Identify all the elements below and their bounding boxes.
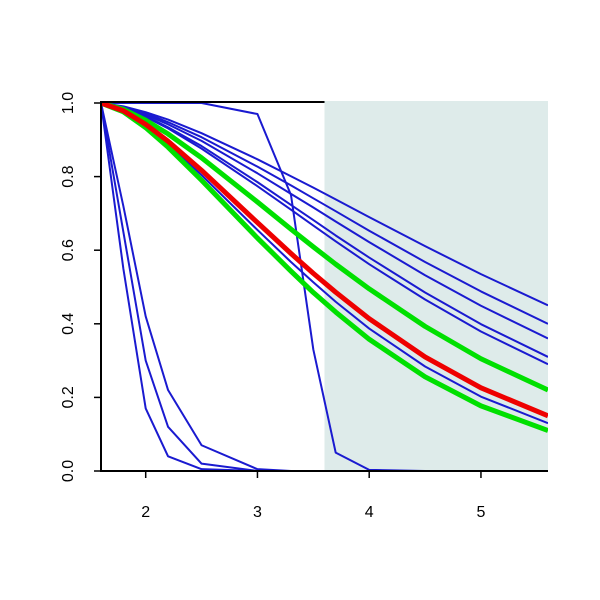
series-line <box>101 101 548 419</box>
x-tick-label: 2 <box>141 504 150 521</box>
x-tick-label: 3 <box>253 504 262 521</box>
y-tick-label: 1.0 <box>60 92 77 114</box>
y-tick-label: 0.8 <box>60 165 77 187</box>
axes-layer: 0.0 0.2 0.4 0.6 0.8 1.0 2 3 4 5 <box>60 92 548 521</box>
series-line <box>101 102 548 325</box>
series-line <box>101 102 548 307</box>
shaded-region <box>324 101 548 471</box>
x-tick-label: 5 <box>476 504 485 521</box>
series-line <box>101 101 548 433</box>
x-tick-label: 4 <box>365 504 374 521</box>
y-tick-label: 0.0 <box>60 460 77 482</box>
y-tick-label: 0.6 <box>60 239 77 261</box>
y-tick-label: 0.4 <box>60 313 77 335</box>
y-tick-label: 0.2 <box>60 386 77 408</box>
shade-layer <box>324 101 548 471</box>
series-line <box>101 102 548 366</box>
series-line <box>101 101 548 393</box>
